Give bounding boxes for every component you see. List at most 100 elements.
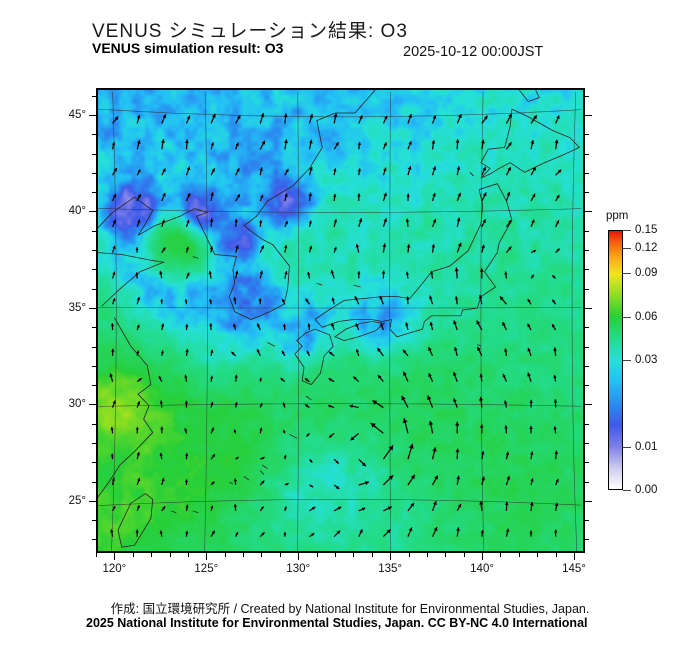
colorbar-tick-label: 0.15 [635,224,658,236]
coastline [98,196,195,236]
longitude-tick-label: 145° [562,563,586,575]
latitude-major-tick [89,500,96,502]
coastline [477,344,482,347]
longitude-major-tick [206,553,208,560]
colorbar-tick [623,230,631,231]
longitude-major-tick [482,553,484,560]
longitude-minor-tick [132,553,134,557]
latitude-tick-right [585,520,589,522]
latitude-minor-tick [92,250,96,252]
parallel-gridline [98,207,582,213]
page-title-japanese: VENUS シミュレーション結果: O3 [92,21,408,42]
coastline [194,208,237,257]
longitude-minor-tick [151,553,153,557]
colorbar-tick [623,316,631,318]
latitude-tick-right [585,192,589,194]
latitude-tick-right [585,365,589,367]
colorbar-tick [623,446,631,448]
latitude-tick-label: 40° [68,205,86,218]
coastline [314,183,513,338]
longitude-tick-label: 135° [378,563,403,575]
coastline [353,284,361,288]
colorbar-tick-label: 0.09 [635,267,658,280]
latitude-tick-right [585,481,589,483]
latitude-tick-right [585,500,592,502]
latitude-tick-right [585,423,589,425]
parallel-gridline [98,307,582,309]
colorbar-tick [623,273,631,275]
coastline [309,90,376,169]
meridian-gridline [204,91,208,551]
latitude-minor-tick [92,423,96,425]
longitude-minor-tick [500,553,502,557]
latitude-tick-label: 25° [68,494,86,507]
latitude-minor-tick [92,230,96,232]
colorbar-gradient [608,230,623,490]
latitude-tick-right [585,134,589,136]
latitude-minor-tick [92,192,96,194]
coastline [305,395,312,401]
colorbar-unit-label: ppm [606,210,629,222]
longitude-tick-label: 125° [194,563,219,575]
coastline [98,317,154,498]
latitude-major-tick [89,115,96,116]
coastline [267,342,276,347]
longitude-tick-label: 120° [102,563,127,575]
coastline [469,172,474,177]
longitude-minor-tick [426,553,428,557]
latitude-minor-tick [92,539,96,541]
colorbar-tick [623,490,631,491]
latitude-tick-label: 35° [68,301,86,314]
latitude-tick-right [585,230,589,232]
colorbar-tick-label: 0.06 [635,310,658,323]
longitude-minor-tick [187,553,189,557]
longitude-major-tick [573,553,575,560]
coastline [117,493,154,548]
map-plot-area[interactable] [96,88,585,553]
longitude-minor-tick [279,553,281,557]
coastline [316,282,323,286]
parallel-gridline [98,108,582,118]
latitude-minor-tick [92,443,96,445]
latitude-minor-tick [92,153,96,155]
latitude-minor-tick [92,462,96,464]
coastline [314,183,498,320]
wind-vector-overlay [98,90,582,551]
colorbar[interactable]: 0.15 0.12 0.09 0.06 0.03 0.01 0.00 [608,224,657,496]
longitude-major-tick [114,553,116,560]
latitude-tick-right [585,346,589,348]
coastline [261,464,268,470]
meridian-gridline [571,91,578,551]
wind-arrows [109,112,562,538]
credit-line: 作成: 国立環境研究所 / Created by National Instit… [110,602,590,616]
longitude-minor-tick [445,553,447,557]
latitude-tick-right [585,250,589,252]
latitude-major-tick [89,404,96,406]
latitude-tick-right [585,288,589,290]
colorbar-tick-label: 0.12 [635,242,658,255]
longitude-minor-tick [537,553,539,557]
longitude-minor-tick [463,553,465,557]
coastline [192,256,199,259]
longitude-minor-tick [243,553,245,557]
latitude-tick-right [585,443,589,445]
latitude-tick-right [585,95,589,97]
coastline [480,108,580,179]
coastline [334,321,386,342]
longitude-minor-tick [261,553,263,557]
latitude-minor-tick [92,346,96,348]
coastline [259,470,265,475]
parallel-gridline [98,403,582,407]
longitude-major-tick [390,553,392,560]
longitude-minor-tick [555,553,557,557]
latitude-tick-right [585,211,592,213]
latitude-minor-tick [92,269,96,271]
latitude-tick-right [585,462,589,464]
latitude-tick-label: 45° [68,109,86,121]
colorbar-tick-label: 0.01 [635,440,658,453]
latitude-tick-right [585,327,589,329]
latitude-minor-tick [92,172,96,174]
longitude-minor-tick [518,553,520,557]
coastline [98,252,166,307]
copyright-line: 2025 National Institute for Environmenta… [86,616,588,630]
